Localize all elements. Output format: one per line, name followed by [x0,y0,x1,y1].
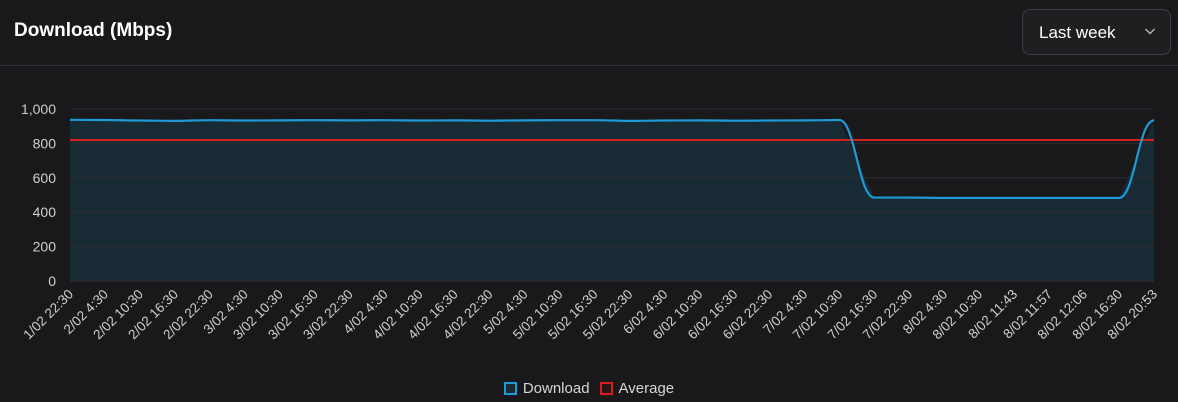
y-tick-label: 0 [48,273,56,289]
time-range-value: Last week [1039,23,1116,42]
y-tick-label: 600 [33,170,57,186]
chevron-down-icon [1145,28,1155,35]
download-area [70,119,1154,281]
y-tick-label: 200 [33,239,57,255]
panel-title: Download (Mbps) [14,20,173,41]
y-tick-label: 800 [33,135,57,151]
legend-label-download: Download [522,379,590,397]
legend-swatch-download [503,381,517,395]
time-range-select[interactable]: Last week [1022,9,1171,55]
download-line [69,118,1155,200]
panel-header: Download (Mbps) Last week [0,0,1178,66]
legend-item-download[interactable]: Download [503,377,590,399]
legend-swatch-average [599,381,613,395]
y-tick-label: 400 [33,204,57,220]
legend-item-average[interactable]: Average [599,377,675,399]
y-tick-label: 1,000 [21,101,56,117]
chart-legend: Download Average [0,377,1178,399]
legend-label-average: Average [618,379,675,397]
